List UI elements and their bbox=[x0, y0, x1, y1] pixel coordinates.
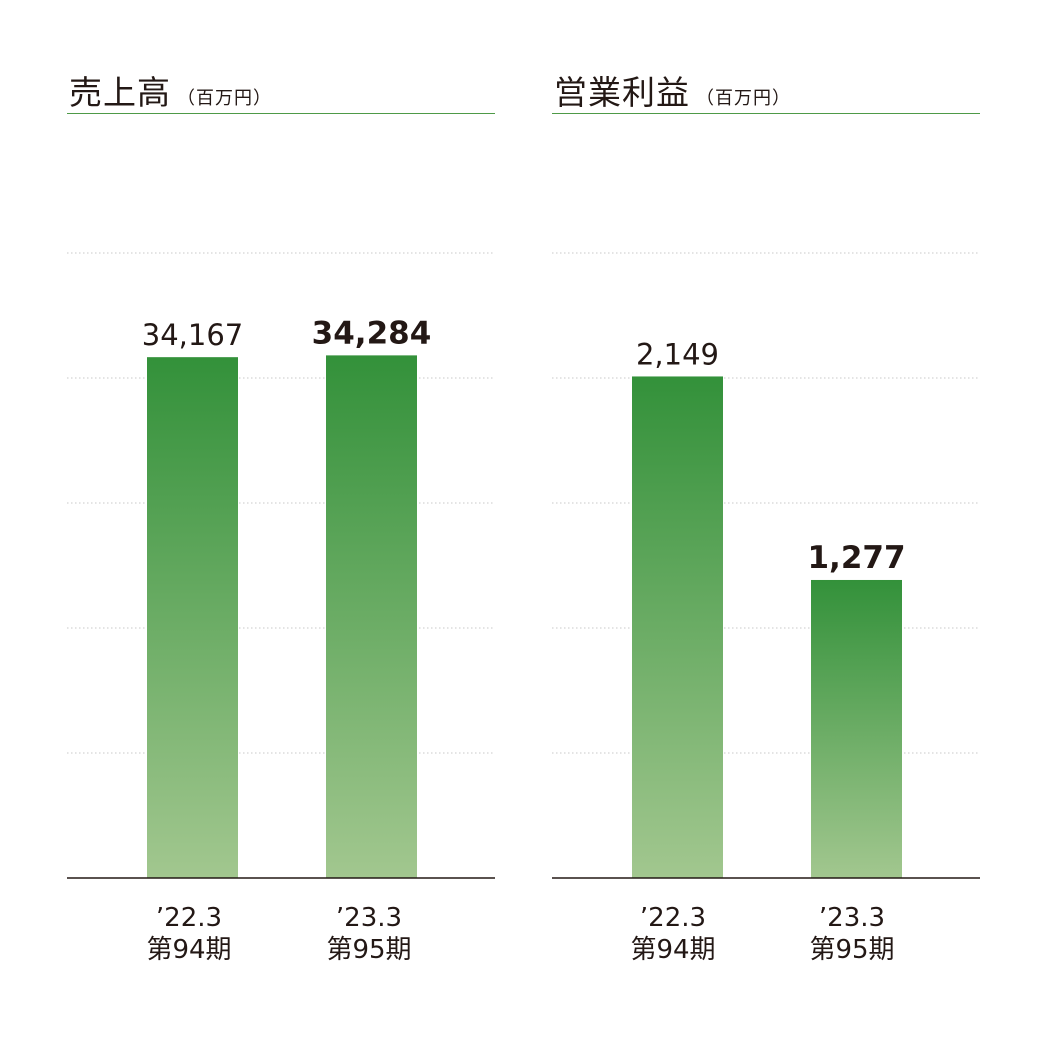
profit-category-label-0: ’22.3 bbox=[639, 903, 707, 933]
sales-category-label-1: ’23.3 bbox=[335, 903, 403, 933]
sales-chart-plot: 34,167 34,284 bbox=[67, 252, 495, 879]
sales-category-label-0: ’22.3 bbox=[155, 903, 223, 933]
profit-chart-title: 営業利益 （百万円） bbox=[554, 66, 791, 114]
sales-value-label-0: 34,167 bbox=[142, 318, 243, 352]
sales-value-label-1: 34,284 bbox=[312, 315, 432, 351]
operating-profit-chart-panel: 営業利益 （百万円） 2,149 1,277 ’22.3 第94期 ’23.3 第9… bbox=[552, 0, 982, 1050]
sales-unit-label: （百万円） bbox=[177, 88, 272, 109]
sales-category-sublabel-1: 第95期 bbox=[326, 935, 412, 965]
sales-chart-panel: 売上高 （百万円） 34,167 34,284 ’22.3 第94期 ’23.3 第… bbox=[67, 0, 497, 1050]
sales-category-0: ’22.3 第94期 bbox=[119, 902, 259, 966]
profit-bar-0 bbox=[632, 376, 723, 878]
profit-category-0: ’22.3 第94期 bbox=[603, 902, 743, 966]
profit-bar-1 bbox=[811, 579, 902, 878]
profit-category-sublabel-0: 第94期 bbox=[630, 935, 716, 965]
profit-category-sublabel-1: 第95期 bbox=[809, 935, 895, 965]
profit-value-label-0: 2,149 bbox=[636, 337, 719, 371]
sales-title-text: 売上高 bbox=[69, 73, 171, 112]
profit-title-text: 営業利益 bbox=[554, 73, 690, 112]
profit-category-1: ’23.3 第95期 bbox=[782, 902, 922, 966]
sales-title-rule bbox=[67, 113, 495, 114]
sales-bar-0 bbox=[147, 357, 238, 878]
sales-category-1: ’23.3 第95期 bbox=[299, 902, 439, 966]
sales-bar-1 bbox=[326, 355, 417, 878]
profit-chart-plot: 2,149 1,277 bbox=[552, 252, 980, 879]
profit-value-label-1: 1,277 bbox=[807, 540, 905, 576]
sales-chart-title: 売上高 （百万円） bbox=[69, 66, 272, 114]
profit-unit-label: （百万円） bbox=[696, 88, 791, 109]
profit-title-rule bbox=[552, 113, 980, 114]
sales-category-sublabel-0: 第94期 bbox=[146, 935, 232, 965]
profit-category-label-1: ’23.3 bbox=[818, 903, 886, 933]
